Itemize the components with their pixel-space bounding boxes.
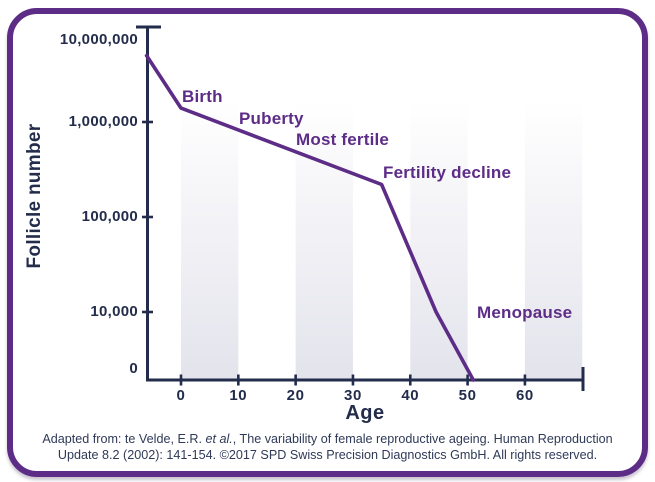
follicle-curve [144,53,476,382]
follicle-curve-line [144,53,476,382]
decade-band [181,100,239,380]
decade-band [295,100,353,380]
decade-band [524,100,583,380]
axes [136,25,585,391]
decade-band [410,100,468,380]
decade-bands [181,100,583,380]
